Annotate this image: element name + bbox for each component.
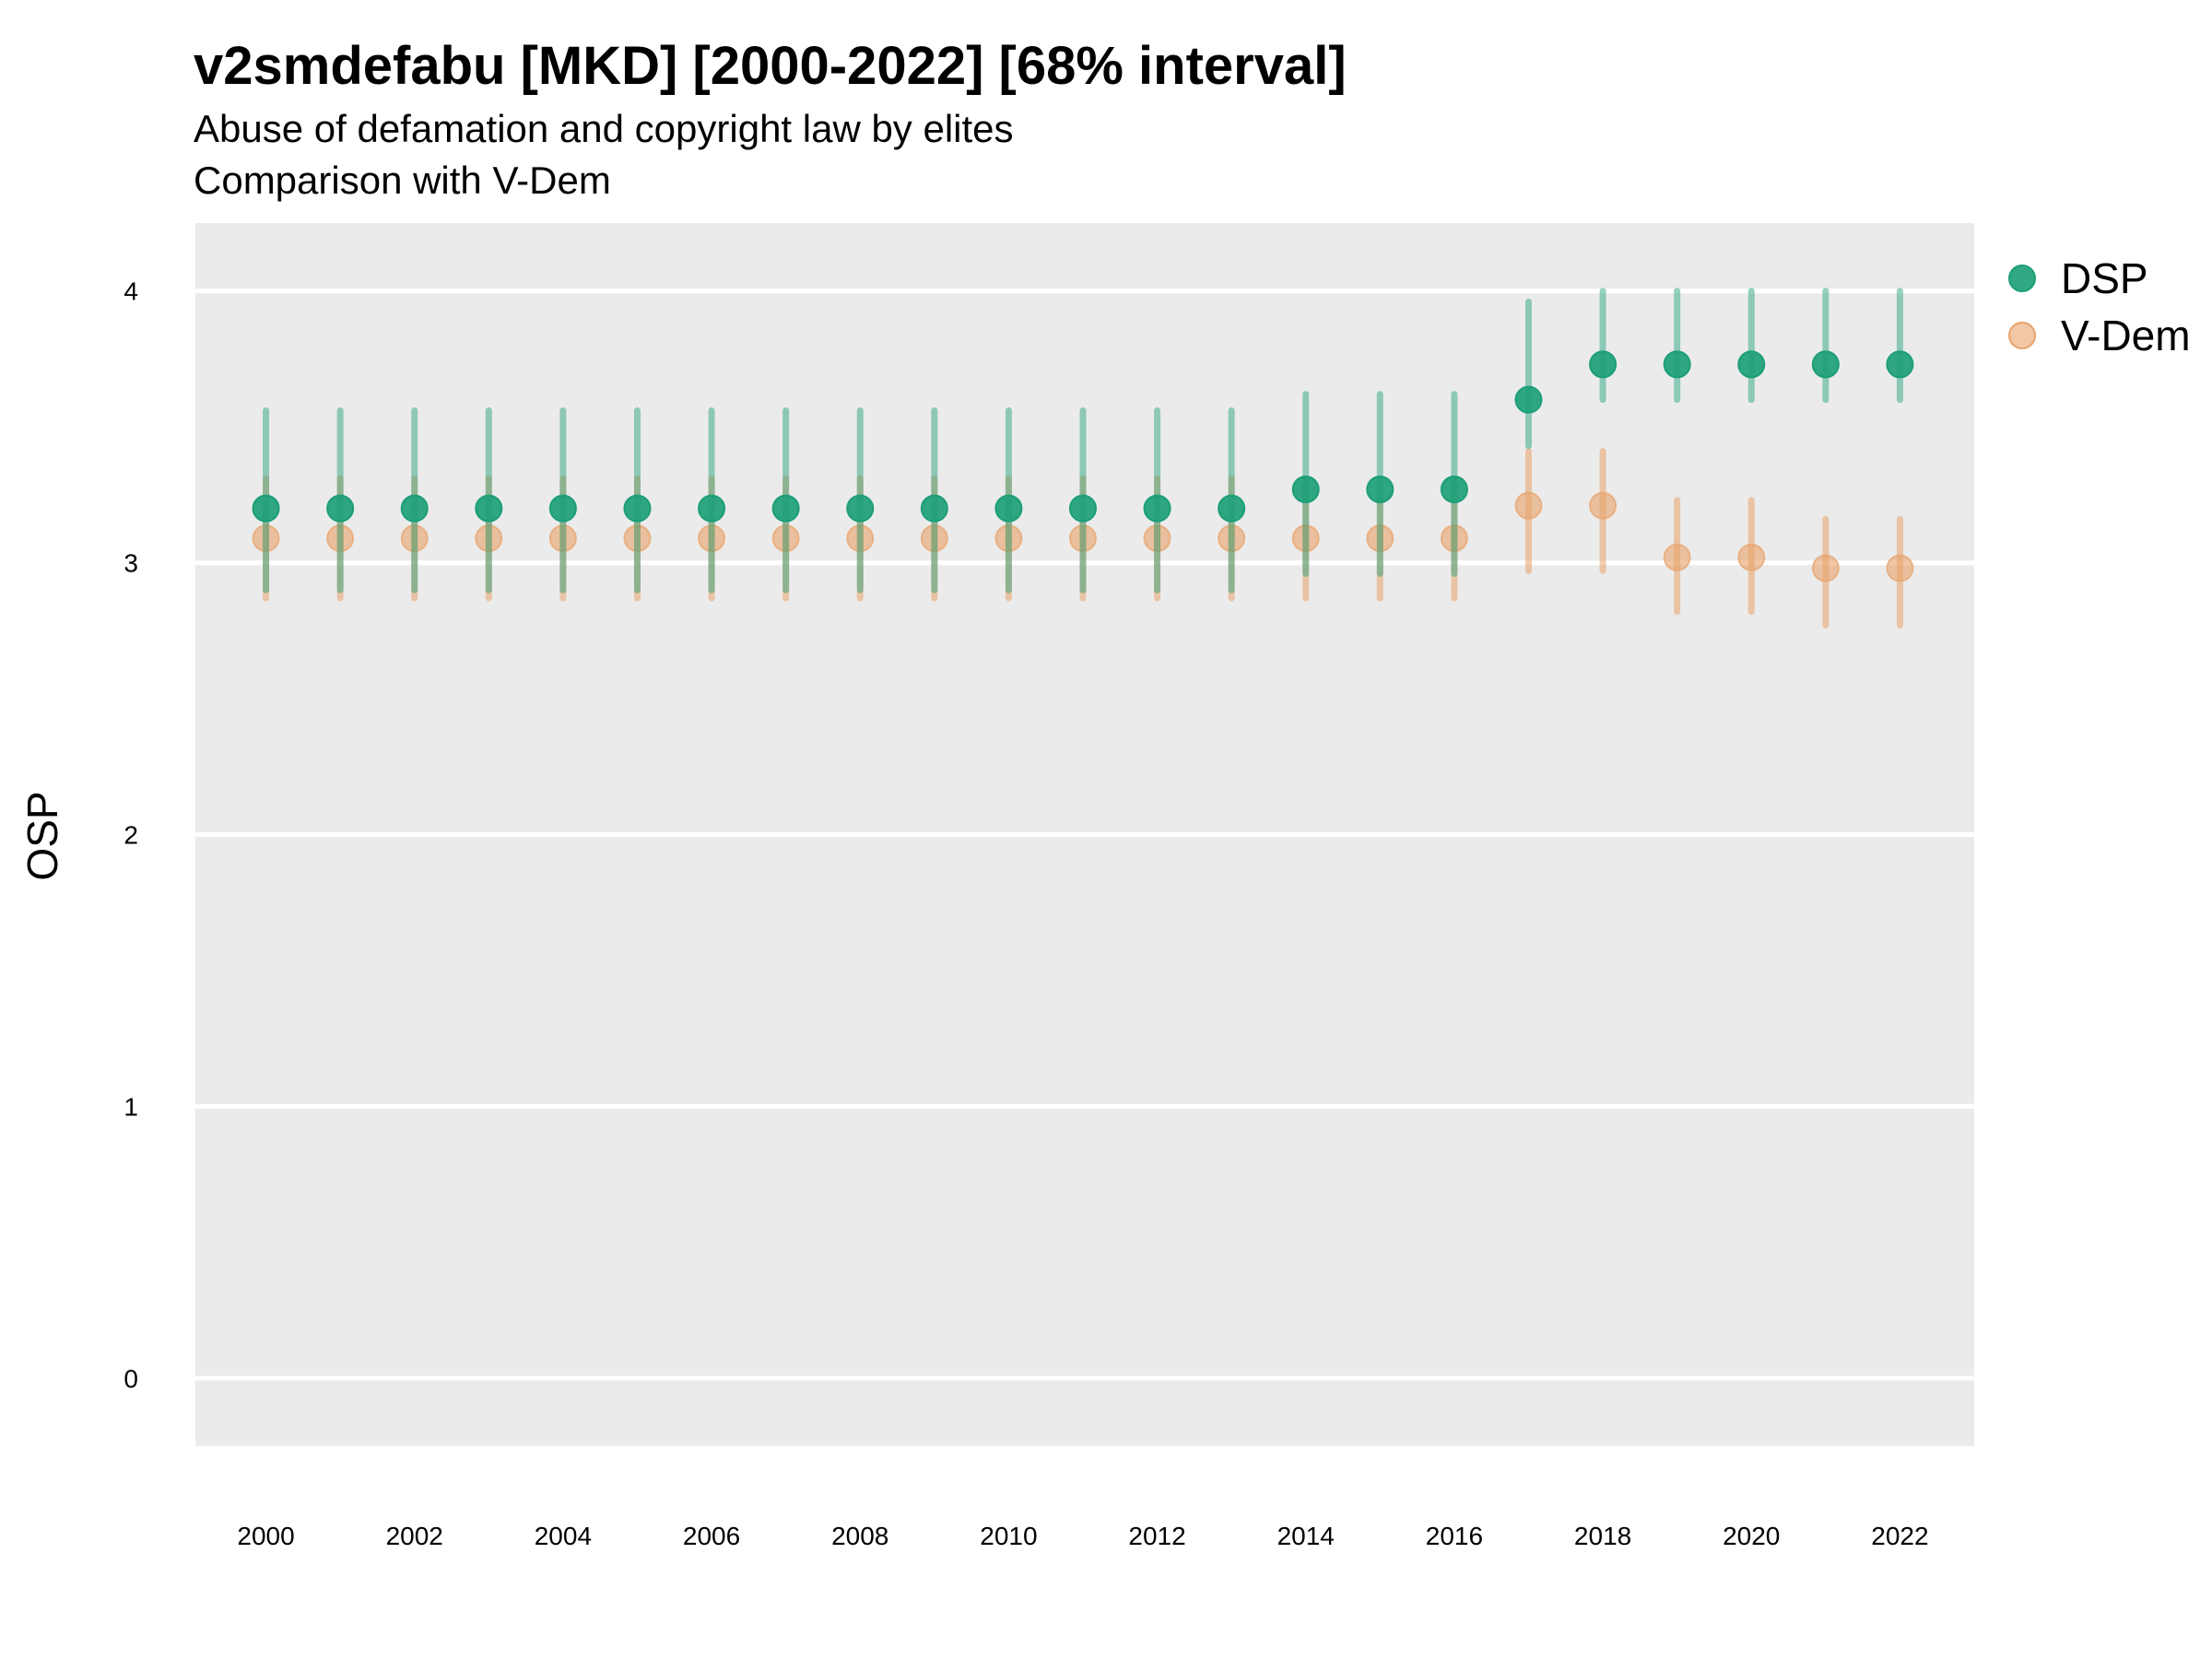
x-tick-label: 2018 [1574, 1522, 1631, 1550]
point-v-dem [1068, 524, 1097, 553]
x-tick-labels: 2000 2002 2004 2006 2008 2010 2012 2014 2016 2018… [237, 1522, 1928, 1550]
point-v-dem [252, 524, 280, 553]
point-dsp [994, 494, 1023, 523]
point-v-dem [846, 524, 875, 553]
point-dsp [1440, 475, 1468, 503]
point-v-dem [1811, 554, 1840, 582]
series-dsp [252, 288, 1914, 594]
point-v-dem [400, 524, 429, 553]
point-v-dem [994, 524, 1023, 553]
data-series [252, 288, 1914, 629]
x-tick-label: 2020 [1723, 1522, 1780, 1550]
point-dsp [623, 494, 652, 523]
point-dsp [1068, 494, 1097, 523]
point-dsp [1218, 494, 1246, 523]
y-tick-label: 2 [124, 821, 138, 850]
x-tick-label: 2006 [683, 1522, 740, 1550]
point-dsp [1514, 385, 1543, 414]
point-dsp [1291, 475, 1320, 503]
point-v-dem [1663, 543, 1691, 571]
y-tick-label: 3 [124, 549, 138, 578]
x-tick-label: 2000 [237, 1522, 294, 1550]
point-dsp [920, 494, 948, 523]
x-tick-label: 2016 [1426, 1522, 1483, 1550]
point-dsp [1143, 494, 1171, 523]
point-v-dem [1440, 524, 1468, 553]
point-dsp [252, 494, 280, 523]
point-v-dem [326, 524, 355, 553]
legend-key-dsp [2008, 265, 2036, 292]
chart-subtitle-comparison: Comparison with V-Dem [194, 159, 611, 202]
point-dsp [400, 494, 429, 523]
point-v-dem [1218, 524, 1246, 553]
point-dsp [846, 494, 875, 523]
point-dsp [1737, 350, 1766, 379]
x-tick-label: 2002 [386, 1522, 443, 1550]
x-tick-label: 2008 [831, 1522, 888, 1550]
point-v-dem [1143, 524, 1171, 553]
point-v-dem [1291, 524, 1320, 553]
legend-item-dsp: DSP [2008, 254, 2148, 302]
point-dsp [1886, 350, 1914, 379]
y-tick-label: 1 [124, 1092, 138, 1121]
x-tick-label: 2022 [1871, 1522, 1928, 1550]
x-tick-label: 2014 [1277, 1522, 1335, 1550]
legend: DSP V-Dem [2008, 254, 2191, 359]
y-tick-label: 4 [124, 277, 138, 306]
y-tick-labels: 0 1 2 3 4 [124, 277, 138, 1394]
chart-subtitle: Abuse of defamation and copyright law by… [194, 107, 1014, 150]
point-v-dem [1514, 491, 1543, 520]
legend-label-v-dem: V-Dem [2061, 312, 2191, 359]
x-tick-label: 2004 [535, 1522, 592, 1550]
point-dsp [698, 494, 726, 523]
legend-label-dsp: DSP [2061, 254, 2148, 302]
legend-key-v-dem [2008, 322, 2036, 349]
point-v-dem [698, 524, 726, 553]
point-dsp [475, 494, 503, 523]
point-v-dem [1366, 524, 1394, 553]
x-tick-label: 2010 [980, 1522, 1037, 1550]
chart-title: v2smdefabu [MKD] [2000-2022] [68% interv… [194, 36, 1347, 96]
point-v-dem [1886, 554, 1914, 582]
point-dsp [1811, 350, 1840, 379]
point-v-dem [1589, 491, 1618, 520]
y-axis-label: OSP [18, 791, 66, 880]
point-dsp [1589, 350, 1618, 379]
point-dsp [326, 494, 355, 523]
point-v-dem [1737, 543, 1766, 571]
point-dsp [771, 494, 800, 523]
point-dsp [548, 494, 577, 523]
point-v-dem [475, 524, 503, 553]
legend-item-v-dem: V-Dem [2008, 312, 2191, 359]
point-v-dem [771, 524, 800, 553]
point-v-dem [548, 524, 577, 553]
point-dsp [1663, 350, 1691, 379]
y-tick-label: 0 [124, 1364, 138, 1393]
x-tick-label: 2012 [1128, 1522, 1185, 1550]
point-v-dem [920, 524, 948, 553]
point-v-dem [623, 524, 652, 553]
point-dsp [1366, 475, 1394, 503]
